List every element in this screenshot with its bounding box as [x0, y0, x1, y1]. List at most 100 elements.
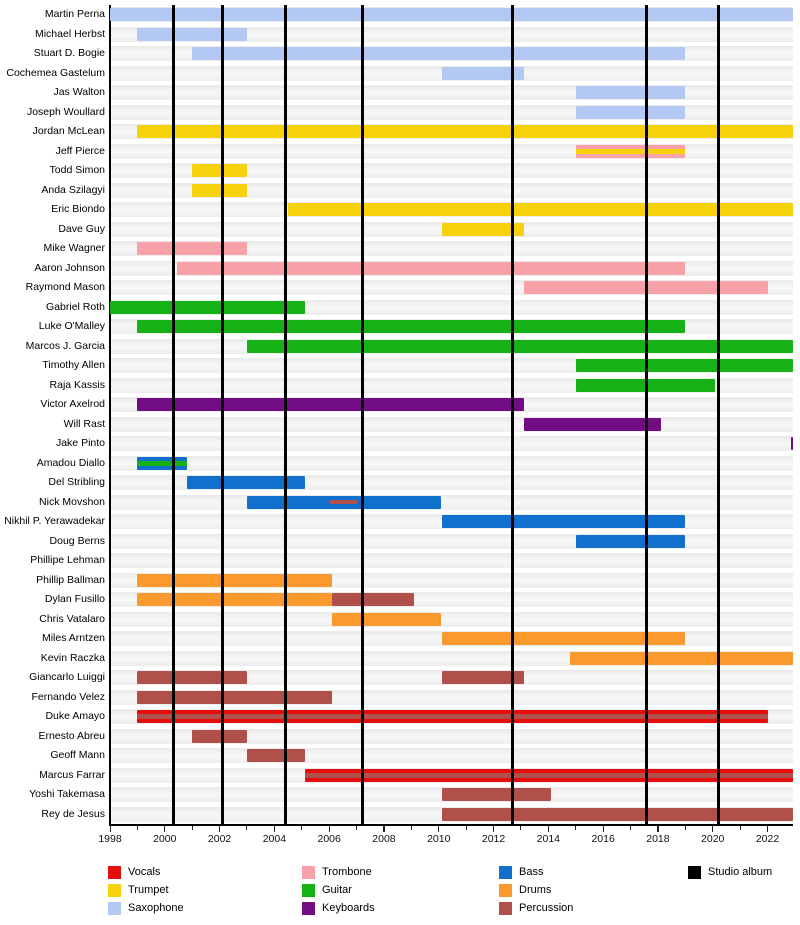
member-label: Jas Walton [53, 86, 105, 98]
legend-swatch-vocals [108, 866, 121, 879]
legend-swatch-drums [499, 884, 512, 897]
timeline-bar-guitar [137, 320, 686, 334]
member-label: Victor Axelrod [40, 398, 105, 410]
bar-stripe-percussion [137, 714, 768, 720]
legend-label: Guitar [322, 884, 352, 896]
axis-tick-label: 2020 [701, 833, 725, 845]
legend-swatch-bass [499, 866, 512, 879]
axis-major-tick [273, 826, 276, 832]
legend-item-guitar: Guitar [302, 884, 482, 898]
member-label: Del Stribling [48, 476, 105, 488]
legend-swatch-percussion [499, 902, 512, 915]
timeline-bar-drums [441, 632, 686, 646]
legend-item-trombone: Trombone [302, 866, 482, 880]
member-label: Luke O'Malley [38, 320, 105, 332]
row-band [110, 241, 793, 256]
legend-item-keyboards: Keyboards [302, 902, 482, 916]
axis-major-tick [493, 826, 495, 832]
member-label: Eric Biondo [51, 203, 105, 215]
member-label: Dave Guy [58, 222, 105, 235]
timeline-bar-keyboards [137, 398, 524, 412]
legend-label: Drums [519, 884, 552, 896]
axis-minor-tick [356, 826, 358, 830]
studio-album-line [220, 5, 224, 824]
timeline-bar-bass [575, 534, 686, 548]
axis-major-tick [602, 826, 604, 832]
legend-label: Trumpet [128, 884, 169, 896]
row-band [110, 553, 793, 568]
row-band [110, 26, 793, 42]
bar-stripe-percussion [304, 772, 793, 778]
legend-label: Studio album [708, 866, 773, 878]
axis-major-tick [657, 826, 659, 832]
axis-major-tick [328, 826, 330, 832]
legend-label: Saxophone [128, 902, 184, 914]
timeline-bar-percussion [441, 671, 524, 685]
axis-major-tick [438, 826, 440, 832]
timeline-bar-percussion [331, 593, 415, 607]
legend-item-saxophone: Saxophone [108, 902, 288, 916]
row-band [110, 533, 793, 549]
studio-album-line [511, 5, 515, 824]
timeline-bar-bass [186, 476, 305, 490]
member-label: Anda Szilagyi [41, 183, 105, 196]
timeline-bar-percussion [192, 729, 247, 743]
member-label: Raymond Mason [25, 281, 105, 293]
member-label: Timothy Allen [42, 359, 105, 371]
timeline-bar-saxophone [137, 27, 247, 41]
legend-item-bass: Bass [499, 866, 679, 880]
legend-item-vocals: Vocals [108, 866, 288, 880]
row-band [110, 182, 793, 198]
member-label: Miles Arntzen [41, 632, 105, 644]
timeline-bar-saxophone [441, 66, 524, 80]
studio-album-line [283, 5, 287, 824]
legend-item-percussion: Percussion [499, 902, 679, 916]
row-band [110, 748, 793, 763]
member-label: Kevin Raczka [40, 651, 105, 664]
member-label: Mike Wagner [43, 242, 105, 254]
timeline-bar-trumpet [192, 183, 247, 197]
timeline-bar-percussion [137, 671, 247, 685]
axis-major-tick [712, 826, 714, 832]
axis-minor-tick [246, 826, 248, 830]
timeline-bar-drums [137, 593, 332, 607]
axis-tick-label: 2002 [207, 833, 232, 845]
axis-major-tick [547, 826, 550, 832]
member-label: Duke Amayo [45, 710, 105, 722]
y-axis-line [109, 5, 111, 824]
member-label: Nikhil P. Yerawadekar [4, 515, 105, 527]
axis-minor-tick [739, 826, 741, 830]
axis-minor-tick [575, 826, 577, 830]
axis-tick-label: 2022 [755, 833, 780, 845]
member-label: Phillip Ballman [36, 573, 105, 586]
legend-label: Trombone [322, 866, 372, 878]
member-label: Will Rast [63, 417, 105, 430]
member-label: Jake Pinto [55, 437, 105, 449]
member-label: Michael Herbst [34, 27, 105, 40]
timeline-bar-percussion [441, 807, 793, 821]
axis-minor-tick [465, 826, 467, 830]
timeline-bar-saxophone [575, 105, 686, 119]
member-label: Nick Movshon [39, 495, 105, 508]
axis-tick-label: 2016 [591, 833, 615, 845]
bar-stripe-guitar [137, 460, 187, 466]
timeline-bar-trombone [575, 144, 686, 158]
timeline-bar-guitar [575, 359, 793, 373]
studio-album-line [645, 5, 649, 824]
row-band [110, 494, 793, 510]
studio-album-line [360, 5, 364, 824]
legend-item-drums: Drums [499, 884, 679, 898]
timeline-bar-saxophone [110, 8, 793, 22]
row-band [110, 455, 793, 471]
legend-item-trumpet: Trumpet [108, 884, 288, 898]
timeline-bar-keyboards [790, 437, 793, 451]
member-label: Jordan McLean [32, 125, 105, 137]
timeline-bar-saxophone [192, 47, 686, 61]
axis-minor-tick [630, 826, 632, 830]
row-band [110, 728, 793, 744]
member-label: Dylan Fusillo [44, 593, 105, 605]
timeline-bar-vocals [137, 710, 768, 724]
timeline-bar-guitar [246, 339, 793, 353]
axis-minor-tick [191, 826, 193, 830]
timeline-bar-trumpet [441, 222, 524, 236]
